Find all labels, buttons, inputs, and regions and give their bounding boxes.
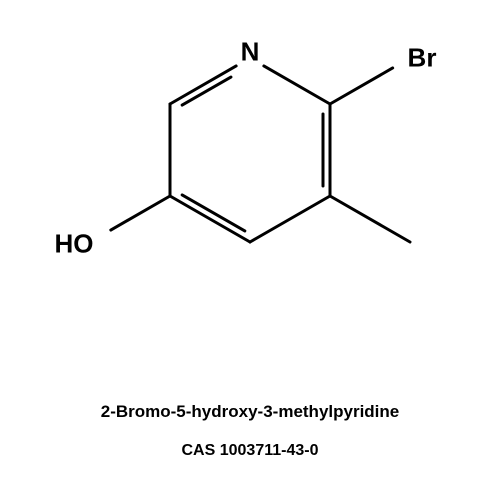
atom-label-n: N (241, 37, 260, 68)
bond-line (170, 66, 236, 104)
bond-line (182, 195, 245, 231)
bond-line (250, 196, 330, 242)
atom-label-ho: HO (55, 229, 94, 260)
atom-label-br: Br (408, 43, 437, 74)
bond-line (170, 196, 250, 242)
compound-name: 2-Bromo-5-hydroxy-3-methylpyridine (0, 402, 500, 422)
bond-layer (111, 66, 410, 242)
bond-line (182, 77, 231, 105)
bond-line (330, 196, 410, 242)
bond-line (111, 196, 170, 230)
cas-number: CAS 1003711-43-0 (0, 442, 500, 460)
bond-line (264, 66, 330, 104)
bond-line (330, 68, 393, 104)
